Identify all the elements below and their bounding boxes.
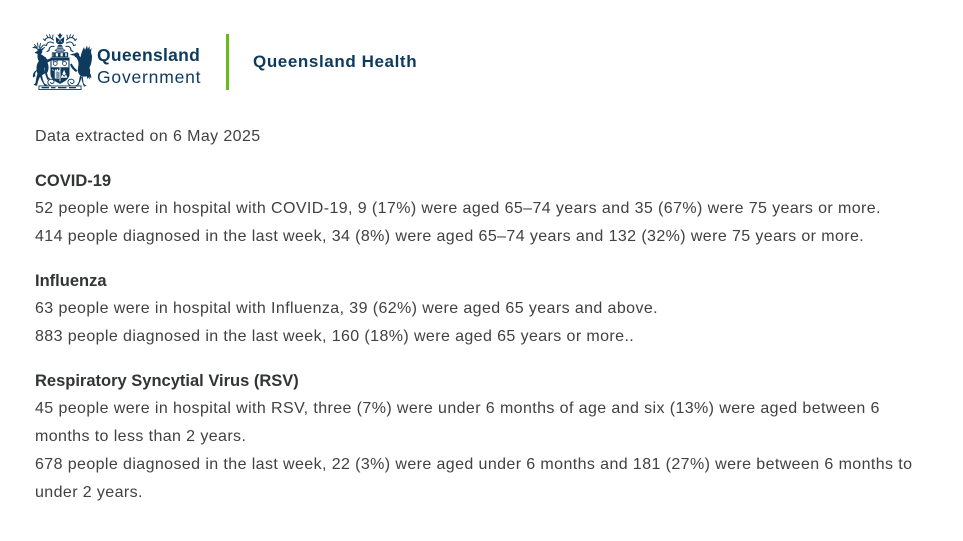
site-title: Queensland Health [253,52,418,71]
government-wordmark-line2: Government [97,67,202,87]
section-heading-influenza: Influenza [35,272,107,290]
site-header: Queensland Government Queensland Health [0,0,963,105]
data-extracted-line: Data extracted on 6 May 2025 [35,128,261,145]
covid19-diagnosed-stat: 414 people diagnosed in the last week, 3… [35,228,865,245]
government-wordmark: Queensland Government [97,44,201,88]
rsv-hospital-stat: 45 people were in hospital with RSV, thr… [35,400,880,445]
influenza-hospital-stat: 63 people were in hospital with Influenz… [35,300,659,317]
header-divider [226,34,229,90]
covid19-hospital-stat: 52 people were in hospital with COVID-19… [35,200,881,217]
influenza-diagnosed-stat: 883 people diagnosed in the last week, 1… [35,328,635,345]
queensland-coat-of-arms-icon [32,32,92,91]
section-heading-covid19: COVID-19 [35,172,112,190]
section-heading-rsv: Respiratory Syncytial Virus (RSV) [35,372,299,390]
report-content: Data extracted on 6 May 2025 COVID-19 52… [35,123,935,507]
government-wordmark-line1: Queensland [97,45,201,65]
rsv-diagnosed-stat: 678 people diagnosed in the last week, 2… [35,456,913,501]
